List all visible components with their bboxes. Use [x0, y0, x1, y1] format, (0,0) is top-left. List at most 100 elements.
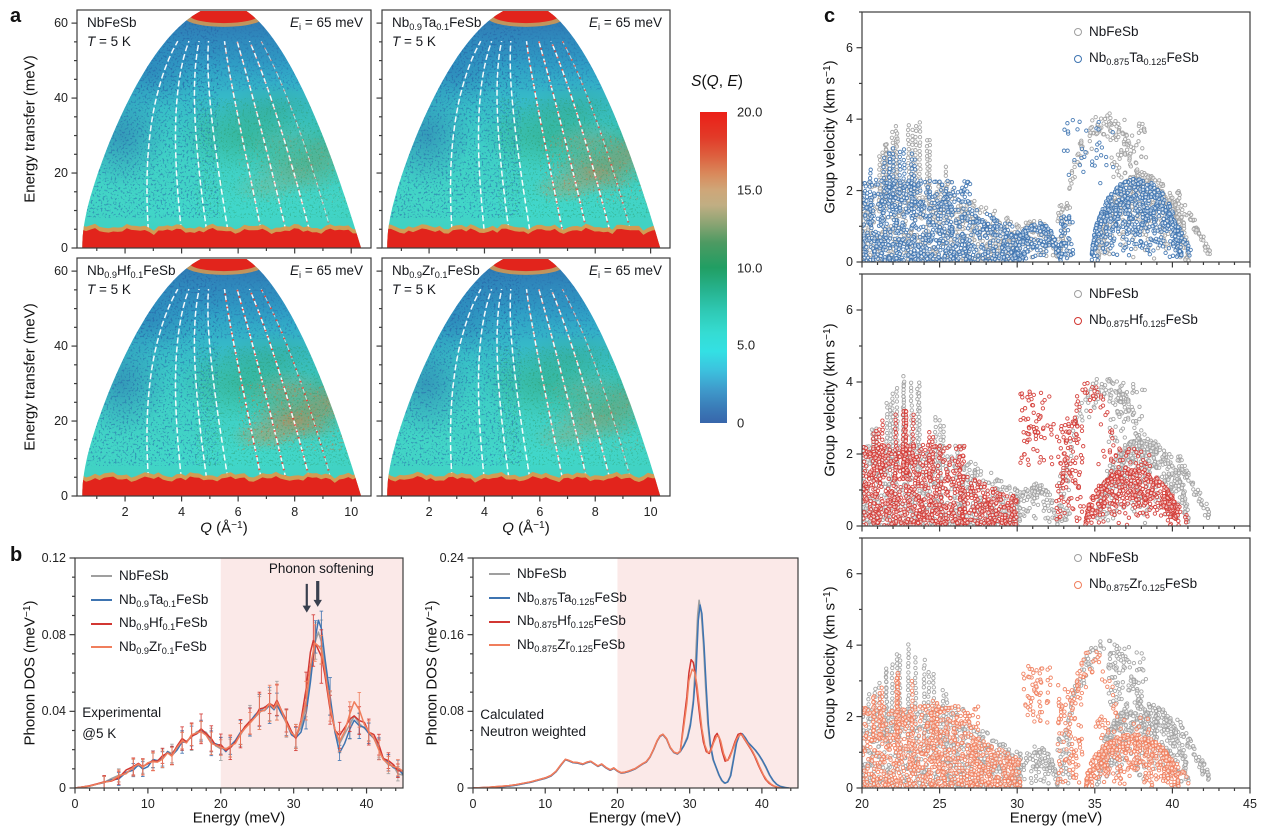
heatmap-nb-zr-fesb: 2 4 6 8 10 Nb0.9Zr0.1FeSb T = 5 K Ei = 65 meV: [376, 257, 671, 519]
tick-label: 40: [54, 339, 68, 354]
legend-marker: [489, 644, 510, 647]
tick-label: 2: [846, 447, 853, 461]
tick-label: 0: [59, 781, 66, 795]
annotation: @5 K: [82, 726, 117, 742]
panel-label-b: b: [10, 544, 23, 566]
tick-label: 0: [61, 489, 68, 503]
legend-marker: [91, 599, 112, 602]
tick-label: 40: [359, 797, 374, 811]
tick-label: 40: [754, 797, 769, 811]
tick-label: 10: [643, 505, 658, 519]
tick-label: 4: [846, 638, 853, 653]
tick-label: 40: [54, 91, 68, 106]
tick-label: 30: [1010, 797, 1025, 811]
colorbar: 20.0 15.0 10.0 5.0 0: [700, 105, 762, 431]
colorbar-tick-label: 5.0: [737, 337, 756, 353]
legend-label: Nb0.9Zr0.1FeSb: [119, 638, 207, 656]
colorbar-tick-label: 20.0: [737, 104, 763, 120]
c1-ylabel: Group velocity (km s−1): [821, 60, 839, 214]
legend-item: Nb0.9Zr0.1FeSb: [91, 639, 207, 656]
heatmap-nb-hf-fesb: 2 4 6 8 10 0 20 40 60 Nb0.9Hf0.1FeSb T = 5 K Ei = 6…: [54, 257, 372, 519]
legend-marker: [91, 574, 112, 577]
legend-marker: [91, 622, 112, 625]
tick-label: 8: [291, 505, 299, 519]
c3-ylabel: Group velocity (km s−1): [821, 586, 839, 740]
tick-label: 30: [682, 797, 697, 811]
plot-temperature: T = 5 K: [87, 282, 131, 297]
legend-marker: [1074, 27, 1082, 36]
colorbar-tick-label: 15.0: [737, 182, 763, 198]
group-velocity-hf-chart: 0 2 4 6 NbFeSb Nb0.875Hf0.125FeSb: [846, 273, 1251, 533]
tick-label: 10: [344, 505, 359, 519]
annotation: Calculated: [480, 706, 545, 722]
legend-label: Nb0.875Ta0.125FeSb: [517, 589, 627, 607]
tick-label: 8: [591, 505, 599, 519]
tick-label: 35: [1087, 797, 1102, 811]
tick-label: 2: [846, 709, 853, 724]
b1-ylabel: Phonon DOS (meV−1): [21, 600, 39, 746]
tick-label: 60: [54, 264, 68, 279]
a-xlabel-left: Q (Å−1): [200, 519, 248, 537]
group-velocity-zr-chart: 20 25 30 35 40 45 0 2 4 6 NbFeSb Nb0.875Zr0.125FeSb: [846, 537, 1257, 811]
tick-label: 0.16: [439, 627, 464, 642]
a-xlabel-right: Q (Å−1): [502, 519, 550, 537]
legend-marker: [1074, 316, 1082, 325]
tick-label: 10: [538, 797, 553, 811]
tick-label: 4: [846, 112, 853, 127]
colorbar-tick-label: 10.0: [737, 260, 763, 275]
tick-label: 0.08: [41, 627, 66, 642]
tick-label: 10: [140, 797, 155, 811]
legend-marker: [489, 597, 510, 600]
plot-title: Nb0.9Zr0.1FeSb: [392, 263, 480, 281]
legend-item: Nb0.875Hf0.125FeSb: [489, 613, 626, 630]
tick-label: 20: [610, 797, 625, 811]
scatter-series: [862, 381, 1189, 526]
tick-label: 0.12: [41, 551, 66, 565]
tick-label: 0: [457, 781, 464, 795]
annotation: Experimental: [82, 705, 162, 721]
group-velocity-ta-chart: 0 2 4 6 NbFeSb Nb0.875Ta0.125FeSb: [846, 11, 1251, 269]
plot-title: NbFeSb: [87, 15, 137, 30]
plot-title: Nb0.9Ta0.1FeSb: [392, 15, 482, 33]
c2-ylabel: Group velocity (km s−1): [821, 323, 839, 477]
legend-item: Nb0.9Ta0.1FeSb: [91, 592, 208, 609]
legend-label: Nb0.9Ta0.1FeSb: [119, 591, 209, 609]
tick-label: 0.08: [439, 704, 464, 719]
legend-marker: [1074, 553, 1082, 562]
tick-label: 0.04: [41, 704, 66, 719]
tick-label: 6: [536, 505, 544, 519]
tick-label: 40: [1165, 797, 1180, 811]
legend-label: Nb0.875Zr0.125FeSb: [517, 636, 626, 654]
c3-xlabel: Energy (meV): [1009, 809, 1103, 827]
a-ylabel-top: Energy transfer (meV): [21, 55, 39, 203]
legend-label: NbFeSb: [1089, 24, 1139, 39]
plot-temperature: T = 5 K: [87, 34, 131, 49]
legend-item: Nb0.875Ta0.125FeSb: [489, 590, 627, 607]
legend-label: NbFeSb: [1089, 286, 1139, 301]
legend-item: NbFeSb: [91, 568, 169, 583]
legend-label: Nb0.875Hf0.125FeSb: [517, 613, 626, 631]
b1-xlabel: Energy (meV): [192, 809, 286, 827]
tick-label: 30: [286, 797, 301, 811]
tick-label: 0: [846, 519, 853, 533]
tick-label: 0: [71, 797, 79, 811]
tick-label: 4: [178, 505, 186, 519]
tick-label: 2: [846, 183, 853, 198]
legend-item: NbFeSb: [1074, 550, 1139, 565]
annotation: Neutron weighted: [480, 723, 587, 739]
panel-label-c: c: [824, 5, 836, 27]
tick-label: 6: [846, 40, 853, 55]
legend-label: Nb0.9Hf0.1FeSb: [119, 615, 208, 633]
legend-label: NbFeSb: [119, 568, 169, 583]
b2-xlabel: Energy (meV): [588, 809, 682, 827]
phonon-dos-calculated-chart: Calculated Neutron weighted 0 10 20 30 40 0 0.08…: [440, 551, 799, 811]
tick-label: 0.24: [439, 551, 464, 565]
legend-label: NbFeSb: [1089, 550, 1139, 565]
legend-label: Nb0.875Zr0.125FeSb: [1089, 576, 1198, 594]
tick-label: 45: [1243, 797, 1257, 811]
legend-item: NbFeSb: [1074, 286, 1139, 301]
legend-label: Nb0.875Hf0.125FeSb: [1089, 312, 1198, 330]
tick-label: 20: [54, 414, 68, 429]
legend-marker: [1074, 580, 1082, 589]
tick-label: 20: [54, 166, 68, 181]
